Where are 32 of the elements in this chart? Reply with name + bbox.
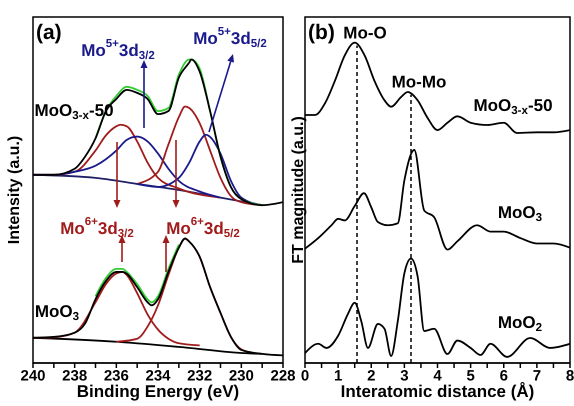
x-tick-label: 2 (367, 368, 376, 385)
annotation: MoO$_{2}$ (498, 312, 542, 334)
x-tick-label: 230 (228, 368, 254, 385)
ref-line-label: Mo-Mo (392, 72, 446, 92)
annotation: MoO$_{3}$ (34, 302, 80, 323)
x-tick-label: 4 (433, 368, 442, 385)
x-tick-label: 234 (145, 368, 172, 385)
x-tick-label: 228 (270, 368, 296, 385)
ref-line-label: Mo-O (343, 24, 387, 43)
x-tick-label: 0 (300, 368, 310, 385)
annotation: MoO$_{3}$ (498, 202, 542, 224)
x-tick-label: 6 (500, 368, 508, 385)
x-tick-label: 3 (400, 368, 409, 385)
x-tick-label: 232 (187, 368, 212, 385)
x-tick-label: 240 (20, 368, 46, 385)
annotation: Mo$^{6+}$3d$_{5/2}$ (166, 216, 240, 240)
annotation: Mo$^{6+}$3d$_{3/2}$ (60, 216, 134, 240)
x-tick-label: 8 (566, 368, 574, 385)
x-tick-label: 1 (334, 368, 342, 385)
annotation: MoO$_{3-x}$-50 (473, 96, 553, 117)
x-axis-title: Binding Energy (eV) (76, 382, 240, 401)
text: (a) (36, 21, 62, 44)
annotation: (b) (308, 21, 335, 44)
x-tick-label: 236 (104, 368, 129, 385)
y-axis-title: Intensity (a.u.) (6, 136, 22, 244)
annotation: Mo$^{5+}$3d$_{3/2}$ (81, 38, 155, 62)
y-axis-title: FT magnitude (a.u.) (290, 116, 306, 264)
x-tick-label: 7 (532, 368, 542, 385)
x-axis-title: Interatomic distance (Å) (340, 382, 534, 401)
text: Mo$^{5+}$3d$_{5/2}$ (193, 26, 267, 50)
x-tick-label: 238 (62, 368, 88, 385)
x-tick-label: 5 (466, 368, 475, 385)
